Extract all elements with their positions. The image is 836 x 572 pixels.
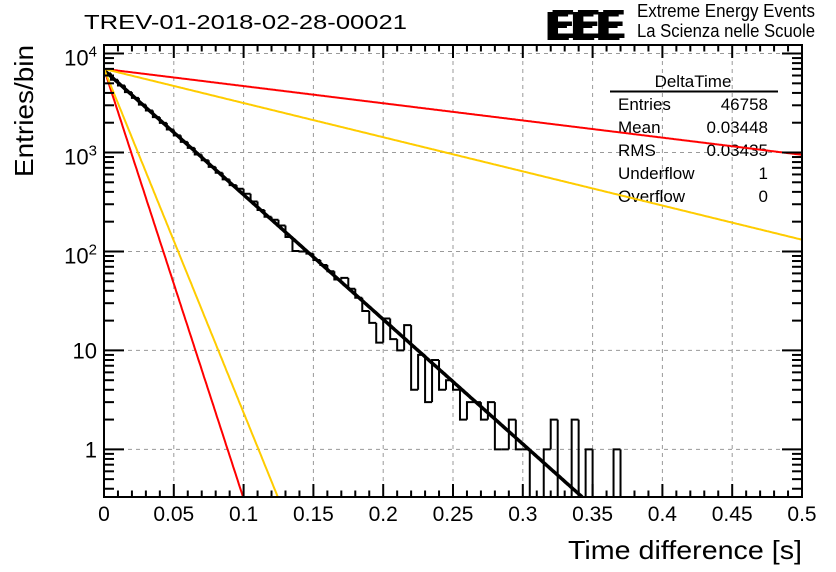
histogram-bin [577, 419, 586, 497]
histogram-bin [528, 449, 537, 497]
stats-value: 46758 [721, 95, 768, 114]
logo-mark-shadow: EEE [545, 3, 621, 49]
reference-curves [104, 67, 802, 497]
y-tick-label-base: 10 [73, 338, 97, 363]
logo-line-1: Extreme Energy Events [637, 1, 815, 21]
y-axis-title: Entries/bin [9, 45, 39, 177]
histogram-bin [403, 324, 412, 351]
y-tick-label-exponent: 2 [89, 241, 97, 258]
histogram-bin [514, 419, 523, 451]
stats-label: Underflow [618, 164, 695, 183]
histogram-bin [465, 401, 474, 420]
y-tick-label: 104 [64, 44, 97, 71]
exponential-fit-curve [104, 68, 584, 497]
histogram-bin [584, 448, 593, 497]
y-tick-label-base: 10 [64, 243, 88, 268]
eee-logo: EEE EEE Extreme Energy Events La Scienza… [545, 1, 815, 49]
x-tick-label: 0.3 [508, 503, 537, 526]
histogram-bin [570, 418, 579, 497]
stats-label: Overflow [618, 187, 686, 206]
histogram-bin [542, 448, 551, 497]
stats-row: Entries 46758 [618, 95, 768, 114]
histogram-bin [340, 276, 349, 280]
histogram-bin [417, 353, 426, 390]
histogram-bin [507, 418, 516, 450]
y-tick-label-base: 10 [64, 144, 88, 169]
histogram-bin [591, 449, 600, 497]
histogram-bin [291, 236, 300, 253]
stats-row: Underflow 1 [618, 164, 768, 183]
y-tick-label-exponent: 3 [89, 142, 97, 159]
x-tick-label: 0.1 [229, 503, 258, 526]
stats-value: 0 [759, 187, 768, 206]
x-tick-label: 0.15 [293, 503, 334, 526]
histogram-bin [368, 311, 377, 324]
histogram-bin [619, 449, 628, 497]
y-tick-label: 102 [64, 241, 97, 268]
stats-label: Mean [618, 118, 661, 137]
y-tick-label-exponent: 4 [89, 44, 97, 61]
x-tick-label: 0.25 [433, 503, 474, 526]
stats-box: DeltaTime Entries 46758 Mean 0.03448 RMS… [610, 72, 778, 206]
histogram-bin [458, 389, 467, 421]
x-tick-label: 0.2 [369, 503, 398, 526]
x-axis-title: Time difference [s] [568, 535, 802, 565]
x-tick-labels: 0 0.05 0.1 0.15 0.2 0.25 0.3 0.35 0.4 0.45 0.5 [98, 503, 816, 526]
stats-row: Overflow 0 [618, 187, 768, 206]
y-tick-label-base: 1 [85, 437, 97, 462]
histogram-bin [424, 354, 433, 404]
x-tick-label: 0.4 [648, 503, 678, 526]
stats-label: Entries [618, 95, 671, 114]
histogram-bin [431, 358, 440, 403]
histogram-bin [242, 188, 251, 195]
x-tick-label: 0.45 [712, 503, 753, 526]
stats-value: 0.03448 [707, 118, 768, 137]
chart-title: TREV-01-2018-02-28-00021 [84, 12, 407, 34]
y-tick-label: 10 [73, 338, 97, 363]
fit-layer [104, 68, 584, 497]
y-tick-label-base: 10 [64, 46, 88, 71]
stats-row: RMS 0.03435 [618, 141, 768, 160]
x-tick-label: 0.35 [572, 503, 613, 526]
stats-row: Mean 0.03448 [618, 118, 768, 137]
histogram-bin [396, 339, 405, 352]
reference-yellow-fast-curve [104, 68, 279, 497]
x-tick-label: 0.05 [153, 503, 194, 526]
stats-value: 1 [759, 164, 768, 183]
logo-mark: EEE [550, 1, 626, 47]
reference-yellow-slow-curve [104, 67, 802, 241]
stats-label: RMS [618, 141, 656, 160]
axis-ticks [103, 45, 803, 497]
x-tick-label: 0 [98, 503, 110, 526]
histogram-bin [556, 419, 565, 497]
y-tick-label: 103 [64, 142, 97, 169]
histogram-bin [375, 322, 384, 344]
x-tick-label: 0.5 [787, 503, 816, 526]
histogram-bin [612, 448, 621, 497]
histogram-bin [410, 325, 419, 391]
histogram-bin [549, 418, 558, 450]
reference-red-fast-curve [104, 68, 245, 497]
histogram-bin [104, 72, 111, 497]
logo-line-2: La Scienza nelle Scuole [637, 21, 815, 41]
y-tick-label: 1 [85, 437, 97, 462]
stats-title: DeltaTime [655, 72, 732, 91]
reference-red-slow-curve [104, 67, 802, 156]
